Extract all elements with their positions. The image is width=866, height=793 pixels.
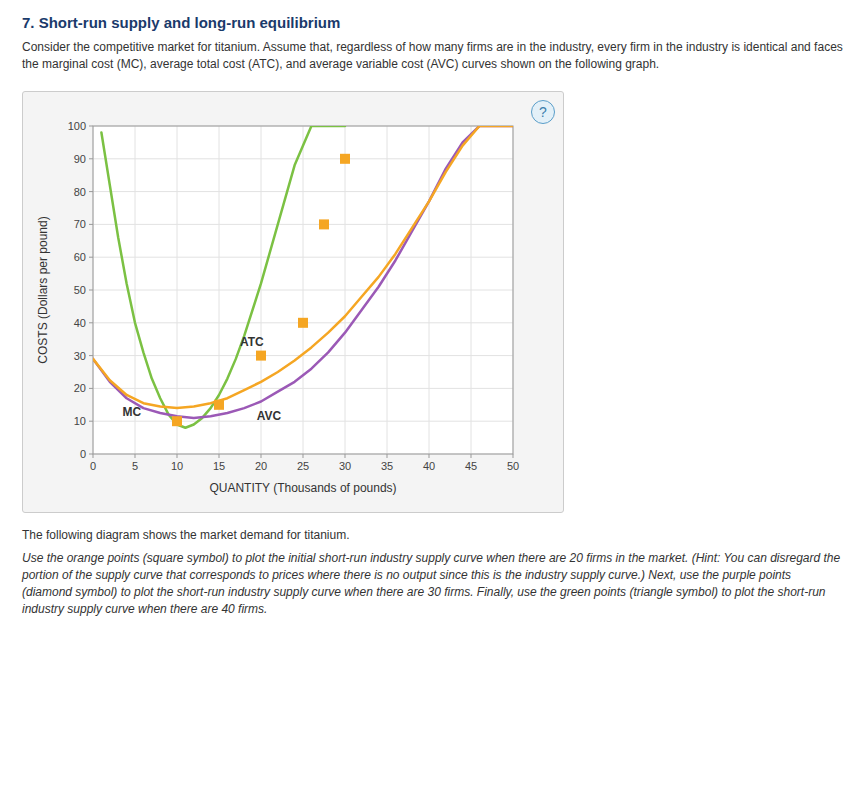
x-tick-label: 25 — [297, 460, 309, 472]
markers — [172, 154, 350, 426]
x-tick-label: 15 — [213, 460, 225, 472]
intro-line: Consider the competitive market for tita… — [22, 40, 787, 54]
y-tick — [89, 191, 93, 192]
x-tick-label: 5 — [132, 460, 138, 472]
x-tick-label: 30 — [339, 460, 351, 472]
x-tick — [429, 454, 430, 458]
y-tick-label: 100 — [68, 120, 86, 132]
x-tick-label: 20 — [255, 460, 267, 472]
footer-instructions: Use the orange points (square symbol) to… — [22, 550, 844, 618]
grid-line — [93, 191, 513, 192]
y-tick — [89, 158, 93, 159]
curve-label: MC — [122, 405, 141, 419]
x-tick — [135, 454, 136, 458]
intro: Consider the competitive market for tita… — [22, 39, 844, 73]
x-tick-label: 35 — [381, 460, 393, 472]
point — [214, 400, 224, 410]
x-tick-label: 0 — [90, 460, 96, 472]
y-tick — [89, 257, 93, 258]
x-tick — [93, 454, 94, 458]
curve — [93, 126, 513, 408]
point — [256, 351, 266, 361]
y-tick — [89, 388, 93, 389]
y-tick-label: 20 — [74, 382, 86, 394]
chart: 0 5 10 15 20 25 30 35 40 45 50 0 10 20 30 40 50 60 70 80 90 1… — [31, 96, 531, 506]
x-tick-label: 40 — [423, 460, 435, 472]
y-tick-label: 60 — [74, 251, 86, 263]
x-tick — [513, 454, 514, 458]
point — [172, 416, 182, 426]
title: 7. Short-run supply and long-run equilib… — [22, 14, 844, 31]
point — [298, 318, 308, 328]
x-tick-label: 45 — [465, 460, 477, 472]
header: 7. Short-run supply and long-run equilib… — [0, 0, 866, 85]
x-axis-label: QUANTITY (Thousands of pounds) — [209, 481, 396, 495]
footer-line: Use the orange points (square symbol) to… — [22, 551, 767, 565]
plot-frame — [93, 126, 513, 454]
x-tick — [303, 454, 304, 458]
curve-label: AVC — [257, 409, 282, 423]
y-tick-label: 70 — [74, 218, 86, 230]
y-tick-label: 40 — [74, 317, 86, 329]
lines — [93, 126, 513, 428]
y-tick-label: 30 — [74, 350, 86, 362]
y-tick — [89, 355, 93, 356]
chart-panel: ? 0 5 10 15 20 25 30 35 40 45 50 0 10 20 30 40 50 60 70 80 90… — [22, 91, 564, 513]
point — [340, 154, 350, 164]
curve-label: ATC — [240, 335, 264, 349]
curve — [93, 126, 513, 418]
data — [93, 126, 513, 428]
footer: The following diagram shows the market d… — [0, 523, 866, 618]
y-tick — [89, 421, 93, 422]
x-tick — [387, 454, 388, 458]
plot-area — [93, 126, 513, 454]
x-tick — [345, 454, 346, 458]
x-tick — [219, 454, 220, 458]
ticks: 0 5 10 15 20 25 30 35 40 45 50 0 10 20 30 40 50 60 70 80 90 1… — [68, 120, 519, 472]
grid — [93, 126, 513, 454]
y-tick-label: 0 — [80, 448, 86, 460]
y-axis-label: COSTS (Dollars per pound) — [36, 216, 50, 363]
curve — [101, 126, 345, 428]
x-tick — [177, 454, 178, 458]
y-tick — [89, 454, 93, 455]
grid-line — [93, 421, 513, 422]
x-tick-label: 10 — [171, 460, 183, 472]
x-tick — [261, 454, 262, 458]
y-tick — [89, 322, 93, 323]
y-tick — [89, 126, 93, 127]
grid-line — [93, 257, 513, 258]
x-tick-label: 50 — [507, 460, 519, 472]
grid-line — [93, 158, 513, 159]
y-tick — [89, 224, 93, 225]
annotations: MC ATC AVC — [122, 335, 281, 423]
x-tick — [471, 454, 472, 458]
y-tick — [89, 290, 93, 291]
point — [319, 219, 329, 229]
grid-line — [93, 224, 513, 225]
help-icon: ? — [531, 100, 555, 124]
y-tick-label: 90 — [74, 153, 86, 165]
footer-line: The following diagram shows the market d… — [22, 527, 844, 544]
y-tick-label: 10 — [74, 415, 86, 427]
y-tick-label: 50 — [74, 284, 86, 296]
grid-line — [93, 290, 513, 291]
y-tick-label: 80 — [74, 186, 86, 198]
